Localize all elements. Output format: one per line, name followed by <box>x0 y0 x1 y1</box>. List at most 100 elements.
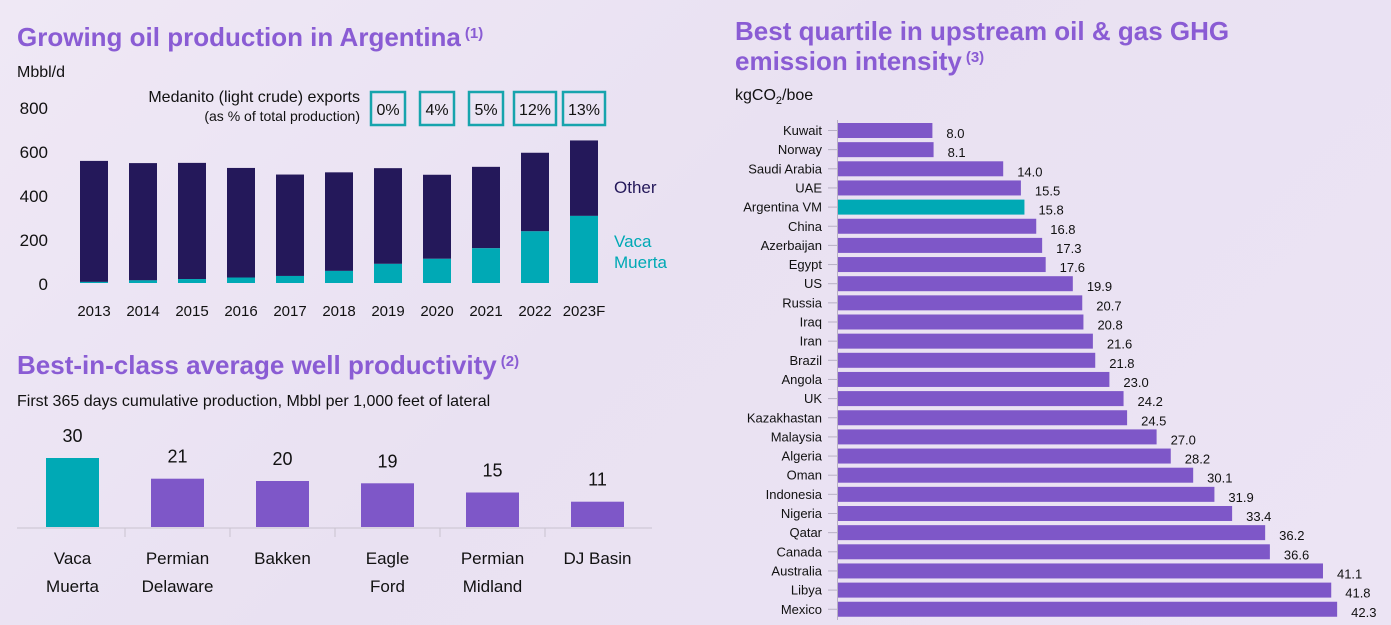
country-label: Malaysia <box>771 429 823 444</box>
emission-bar <box>838 582 1332 598</box>
panel1-unit: Mbbl/d <box>17 64 66 81</box>
country-label: Azerbaijan <box>761 238 822 253</box>
country-label: China <box>788 219 823 234</box>
y-tick-label: 800 <box>20 99 48 118</box>
value-label: 27.0 <box>1171 432 1196 447</box>
value-label: 20 <box>272 449 292 469</box>
exports-pct: 12% <box>519 102 551 119</box>
panel3-unit-sub: 2 <box>775 95 783 108</box>
bar-vaca-muerta <box>374 263 402 283</box>
x-tick-label: 2014 <box>126 303 159 320</box>
value-label: 30 <box>62 426 82 446</box>
emission-bar <box>838 352 1096 368</box>
productivity-bar <box>571 501 624 527</box>
category-label: Midland <box>463 577 523 596</box>
country-label: Mexico <box>781 602 822 617</box>
country-label: Russia <box>782 295 823 310</box>
x-tick-label: 2017 <box>273 303 306 320</box>
emission-bar <box>838 563 1323 579</box>
legend-other: Other <box>614 178 657 197</box>
x-tick-label: 2022 <box>518 303 551 320</box>
exports-box <box>512 90 558 127</box>
bar-other <box>276 174 304 276</box>
exports-pct: 13% <box>568 102 600 119</box>
panel3-unit: kgCO2/boe <box>735 87 813 107</box>
exports-box <box>467 90 505 127</box>
panel1-note: (1) <box>464 25 484 42</box>
exports-pct: 0% <box>376 102 399 119</box>
emission-bar <box>838 371 1110 387</box>
value-label: 19.9 <box>1087 279 1112 294</box>
value-label: 15 <box>482 461 502 481</box>
value-label: 17.3 <box>1056 241 1081 256</box>
productivity-bar <box>361 483 414 527</box>
value-label: 19 <box>377 451 397 471</box>
bar-other <box>374 168 402 264</box>
x-tick-label: 2016 <box>224 303 257 320</box>
panel2-subtitle: First 365 days cumulative production, Mb… <box>17 393 491 410</box>
exports-pct: 4% <box>425 102 448 119</box>
exports-box <box>561 90 607 127</box>
country-label: Kuwait <box>783 123 822 138</box>
value-label: 33.4 <box>1246 509 1271 524</box>
panel3-title-line2: emission intensity <box>735 46 962 76</box>
productivity-bar <box>46 458 99 527</box>
exports-pct: 5% <box>474 102 497 119</box>
country-label: UK <box>804 391 822 406</box>
emission-bar <box>838 410 1128 426</box>
emission-bar <box>838 391 1124 407</box>
emission-bar <box>838 506 1233 521</box>
exports-box <box>369 90 407 127</box>
value-label: 20.7 <box>1096 298 1121 313</box>
country-label: Australia <box>771 563 822 578</box>
value-label: 11 <box>588 470 607 490</box>
value-label: 14.0 <box>1017 164 1042 179</box>
exports-sublabel: (as % of total production) <box>204 108 360 124</box>
bar-other <box>570 140 598 216</box>
category-label: Muerta <box>46 577 99 596</box>
bar-vaca-muerta <box>129 280 157 283</box>
country-label: Libya <box>791 583 823 598</box>
value-label: 41.1 <box>1337 566 1362 581</box>
value-label: 24.2 <box>1138 394 1163 409</box>
x-tick-label: 2023F <box>563 303 606 320</box>
x-tick-label: 2013 <box>77 303 110 320</box>
panel3-title-line1: Best quartile in upstream oil & gas GHG <box>735 16 1230 46</box>
category-label: Permian <box>146 549 209 568</box>
bar-other <box>472 166 500 249</box>
country-label: UAE <box>795 180 822 195</box>
country-label: Oman <box>787 468 822 483</box>
value-label: 15.8 <box>1038 203 1063 218</box>
emission-bar <box>838 276 1073 292</box>
country-label: Egypt <box>789 257 823 272</box>
category-label: Bakken <box>254 549 311 568</box>
value-label: 28.2 <box>1185 452 1210 467</box>
bar-vaca-muerta <box>178 279 206 283</box>
country-label: Norway <box>778 142 823 157</box>
country-label: Indonesia <box>766 487 823 502</box>
emission-bar <box>838 123 933 138</box>
bar-other <box>227 167 255 278</box>
x-tick-label: 2018 <box>322 303 355 320</box>
emission-bar <box>838 199 1025 215</box>
value-label: 17.6 <box>1060 260 1085 275</box>
country-label: Brazil <box>789 353 822 368</box>
legend-vm-line1: Vaca <box>614 232 652 251</box>
country-label: Angola <box>782 372 823 387</box>
country-label: Argentina VM <box>743 200 822 215</box>
bar-vaca-muerta <box>80 281 108 283</box>
emission-bar <box>838 544 1270 560</box>
emission-bar <box>838 237 1043 253</box>
x-tick-label: 2019 <box>371 303 404 320</box>
productivity-bar <box>466 492 519 527</box>
value-label: 30.1 <box>1207 471 1232 486</box>
panel3-title: Best quartile in upstream oil & gas GHG … <box>735 16 1229 76</box>
category-label: Permian <box>461 549 524 568</box>
exports-box <box>418 90 456 127</box>
legend-vm-line2: Muerta <box>614 253 667 272</box>
bar-other <box>178 162 206 280</box>
emission-bar <box>838 180 1021 196</box>
country-label: Iran <box>800 334 822 349</box>
value-label: 42.3 <box>1351 605 1376 620</box>
productivity-bar <box>256 481 309 527</box>
